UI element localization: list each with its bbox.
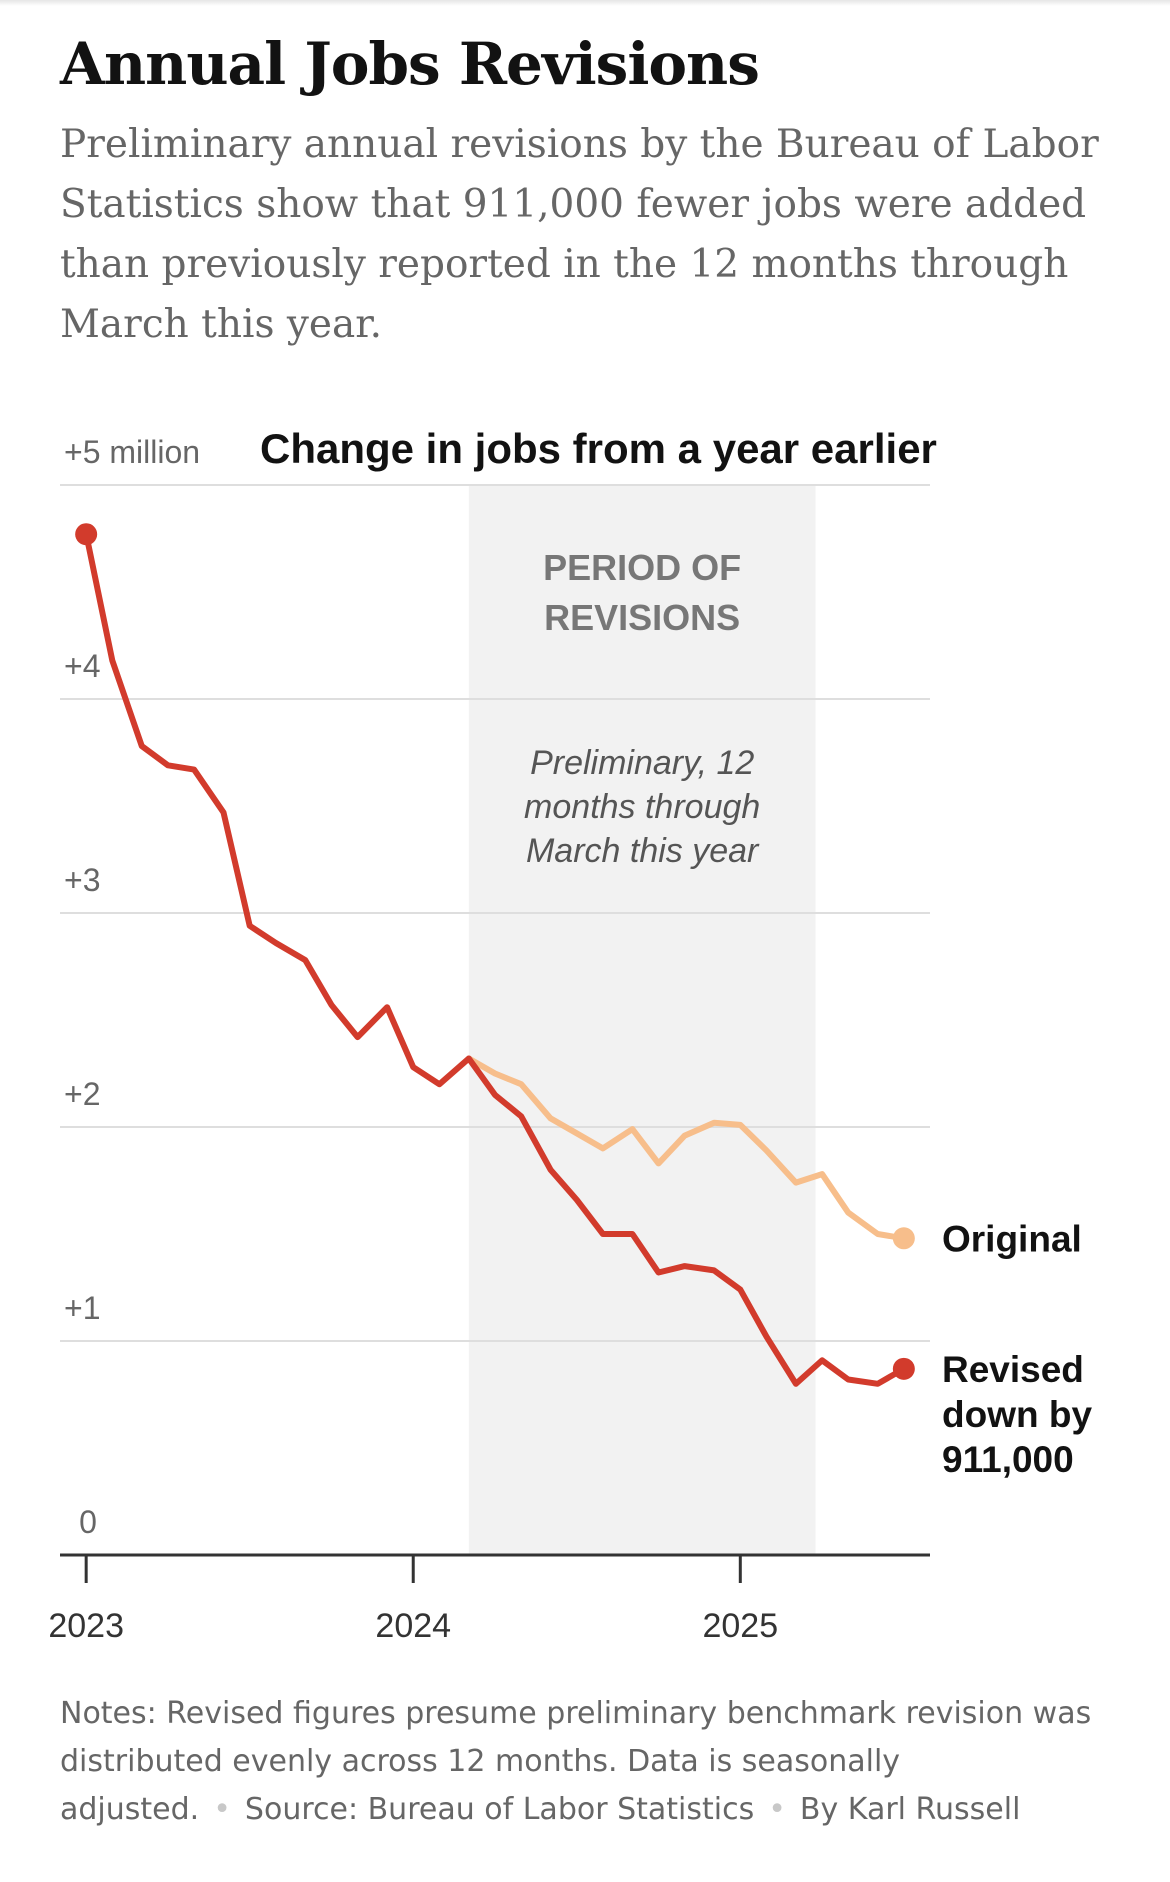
chart-notes: Notes: Revised figures presume prelimina… [60, 1690, 1120, 1834]
source-text: Source: Bureau of Labor Statistics [244, 1792, 755, 1827]
notes-text: Notes: Revised figures presume prelimina… [60, 1696, 1092, 1827]
x-tick-label: 2025 [702, 1607, 778, 1645]
page-subtitle: Preliminary annual revisions by the Bure… [60, 122, 1099, 347]
series-line-revised [83, 531, 907, 1387]
series-end-dot-original [892, 1227, 915, 1250]
period-note: March this year [526, 832, 760, 870]
series-start-dot [75, 523, 98, 546]
x-tick-label: 2023 [48, 1607, 124, 1645]
series-label: Revised [942, 1349, 1084, 1390]
series-label: Original [942, 1218, 1082, 1259]
separator-dot: • [213, 1792, 231, 1827]
y-tick-label: +4 [64, 648, 100, 684]
y-tick-label: +2 [64, 1076, 100, 1112]
period-label: PERIOD OF [543, 547, 741, 588]
series-label: down by [942, 1394, 1092, 1435]
line-chart: 0 +1 +2 +3 +4 +5 million Change in jobs from a… [48, 425, 1092, 1645]
x-tick-label: 2024 [375, 1607, 451, 1645]
top-shadow [0, 0, 1170, 6]
series-end-dot-revised [892, 1357, 915, 1380]
y-tick-label: +3 [64, 862, 100, 898]
series-label: 911,000 [942, 1439, 1074, 1480]
y-tick-label: 0 [79, 1504, 97, 1540]
separator-dot: • [768, 1792, 786, 1827]
page-title: Annual Jobs Revisions [60, 30, 760, 98]
byline-text: By Karl Russell [799, 1792, 1021, 1827]
chart-title: Change in jobs from a year earlier [260, 425, 937, 472]
shaded-period-band [468, 485, 816, 1555]
y-tick-label: +1 [64, 1290, 100, 1326]
period-note: months through [524, 788, 760, 826]
y-tick-label: +5 million [64, 434, 200, 470]
period-note: Preliminary, 12 [530, 744, 754, 782]
series-line-original [465, 1055, 907, 1242]
period-label: REVISIONS [544, 597, 740, 638]
